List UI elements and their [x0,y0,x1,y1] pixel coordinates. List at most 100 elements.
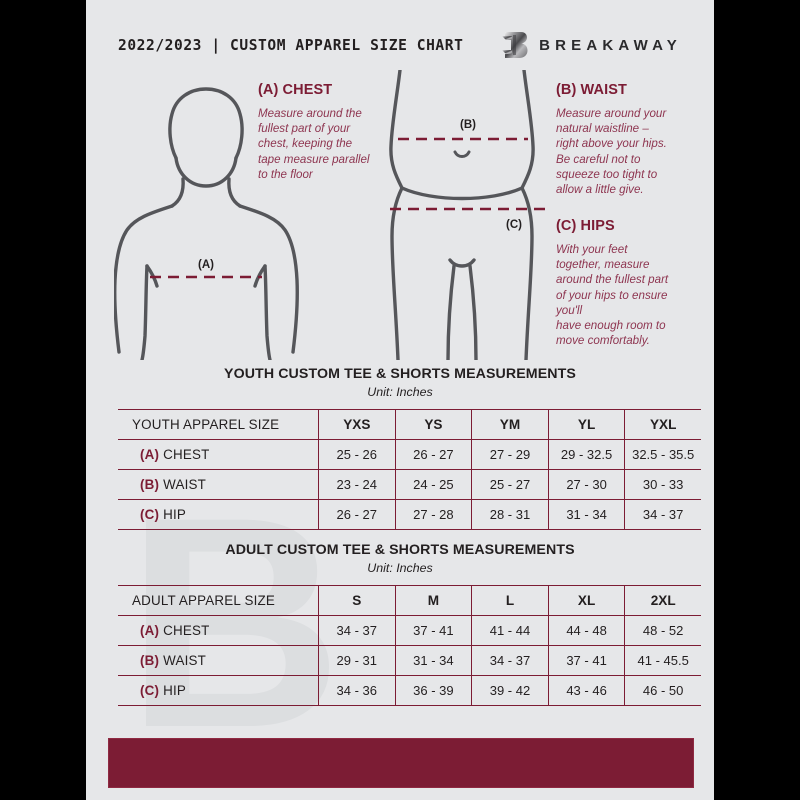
youth-cell-0-4: 32.5 - 35.5 [624,439,701,470]
youth-cell-0-1: 26 - 27 [395,439,473,470]
hips-marker-label: (C) [506,219,522,231]
youth-cell-2-2: 28 - 31 [471,499,549,530]
adult-cell-0-1: 37 - 41 [395,615,473,646]
page-header: 2022/2023 | CUSTOM APPAREL SIZE CHART [118,28,682,62]
table-row: (C) HIP 26 - 27 27 - 28 28 - 31 31 - 34 … [118,499,701,530]
measure-name: CHEST [163,447,210,462]
adult-cell-1-0: 29 - 31 [318,645,396,676]
youth-size-col-3: YL [548,409,626,440]
measurement-illustrations: (A) [86,68,714,360]
measure-name: WAIST [163,653,207,668]
adult-cell-2-4: 46 - 50 [624,675,701,706]
callout-hips: (C) HIPS With your feet together, measur… [556,218,706,348]
adult-cell-1-3: 37 - 41 [548,645,626,676]
adult-row-1-label: (B) WAIST [118,645,319,676]
measure-tag: (A) [140,447,160,462]
youth-cell-2-0: 26 - 27 [318,499,396,530]
youth-table-title: YOUTH CUSTOM TEE & SHORTS MEASUREMENTS [224,366,576,382]
callout-hips-title: (C) HIPS [556,218,615,234]
youth-cell-2-3: 31 - 34 [548,499,626,530]
breakaway-b-logo-icon [502,32,528,58]
male-torso-front-outline-icon: (A) [114,87,299,360]
adult-size-col-4: 2XL [624,585,701,616]
youth-size-col-4: YXL [624,409,701,440]
youth-size-col-1: YS [395,409,473,440]
size-chart-page: B 2022/2023 | CUSTOM APPAREL SIZE CHART [86,0,714,800]
youth-table-unit: Unit: Inches [367,385,433,399]
measure-tag: (C) [140,683,160,698]
youth-cell-0-2: 27 - 29 [471,439,549,470]
adult-cell-0-0: 34 - 37 [318,615,396,646]
youth-table-body: (A) CHEST 25 - 26 26 - 27 27 - 29 29 - 3… [118,439,701,530]
chest-marker-label: (A) [198,259,214,271]
callout-chest-body: Measure around the fullest part of your … [258,107,370,181]
callout-waist-body: Measure around your natural waistline – … [556,107,667,197]
youth-size-col-0: YXS [318,409,396,440]
callout-waist: (B) WAIST Measure around your natural wa… [556,82,706,197]
youth-header-label: YOUTH APPAREL SIZE [118,409,319,440]
adult-table-body: (A) CHEST 34 - 37 37 - 41 41 - 44 44 - 4… [118,615,701,706]
youth-size-table: YOUTH APPAREL SIZE YXS YS YM YL YXL (A) … [118,409,701,530]
measure-tag: (C) [140,507,160,522]
waist-marker-label: (B) [460,119,476,131]
adult-size-col-0: S [318,585,396,616]
brand-name: BREAKAWAY [539,36,682,54]
measure-tag: (A) [140,623,160,638]
youth-cell-1-4: 30 - 33 [624,469,701,500]
youth-row-0-label: (A) CHEST [118,439,319,470]
page-title: 2022/2023 | CUSTOM APPAREL SIZE CHART [118,36,464,54]
measure-name: WAIST [163,477,207,492]
measure-name: HIP [163,507,187,522]
table-row: (C) HIP 34 - 36 36 - 39 39 - 42 43 - 46 … [118,675,701,706]
adult-cell-2-2: 39 - 42 [471,675,549,706]
youth-cell-0-0: 25 - 26 [318,439,396,470]
youth-cell-1-1: 24 - 25 [395,469,473,500]
youth-cell-1-2: 25 - 27 [471,469,549,500]
measure-name: CHEST [163,623,210,638]
adult-table-unit: Unit: Inches [367,561,433,575]
table-row: (B) WAIST 29 - 31 31 - 34 34 - 37 37 - 4… [118,645,701,676]
youth-row-2-label: (C) HIP [118,499,319,530]
youth-cell-1-3: 27 - 30 [548,469,626,500]
adult-cell-1-2: 34 - 37 [471,645,549,676]
youth-row-1-label: (B) WAIST [118,469,319,500]
adult-cell-0-4: 48 - 52 [624,615,701,646]
callout-hips-body: With your feet together, measure around … [556,243,669,348]
adult-header-label: ADULT APPAREL SIZE [118,585,319,616]
youth-size-col-2: YM [471,409,549,440]
youth-table-head: YOUTH APPAREL SIZE YXS YS YM YL YXL [118,409,701,440]
youth-cell-0-3: 29 - 32.5 [548,439,626,470]
adult-cell-1-4: 41 - 45.5 [624,645,701,676]
table-header-row: YOUTH APPAREL SIZE YXS YS YM YL YXL [118,409,701,440]
adult-cell-0-2: 41 - 44 [471,615,549,646]
adult-size-col-1: M [395,585,473,616]
adult-row-0-label: (A) CHEST [118,615,319,646]
adult-size-table-block: ADULT CUSTOM TEE & SHORTS MEASUREMENTS U… [118,542,701,706]
adult-cell-2-0: 34 - 36 [318,675,396,706]
adult-cell-1-1: 31 - 34 [395,645,473,676]
youth-cell-2-1: 27 - 28 [395,499,473,530]
adult-size-table: ADULT APPAREL SIZE S M L XL 2XL (A) CHES… [118,585,701,706]
callout-waist-title: (B) WAIST [556,82,627,98]
callout-chest: (A) CHEST Measure around the fullest par… [258,82,406,182]
adult-cell-0-3: 44 - 48 [548,615,626,646]
adult-size-col-3: XL [548,585,626,616]
youth-cell-1-0: 23 - 24 [318,469,396,500]
adult-table-head: ADULT APPAREL SIZE S M L XL 2XL [118,585,701,616]
male-hips-front-outline-icon: (B) (C) [389,70,546,360]
measure-name: HIP [163,683,187,698]
youth-cell-2-4: 34 - 37 [624,499,701,530]
youth-size-table-block: YOUTH CUSTOM TEE & SHORTS MEASUREMENTS U… [118,366,701,530]
adult-row-2-label: (C) HIP [118,675,319,706]
measure-tag: (B) [140,477,160,492]
table-row: (B) WAIST 23 - 24 24 - 25 25 - 27 27 - 3… [118,469,701,500]
callout-chest-title: (A) CHEST [258,82,333,98]
table-row: (A) CHEST 34 - 37 37 - 41 41 - 44 44 - 4… [118,615,701,646]
table-header-row: ADULT APPAREL SIZE S M L XL 2XL [118,585,701,616]
measure-tag: (B) [140,653,160,668]
adult-cell-2-3: 43 - 46 [548,675,626,706]
adult-size-col-2: L [471,585,549,616]
table-row: (A) CHEST 25 - 26 26 - 27 27 - 29 29 - 3… [118,439,701,470]
adult-table-title: ADULT CUSTOM TEE & SHORTS MEASUREMENTS [225,542,575,558]
